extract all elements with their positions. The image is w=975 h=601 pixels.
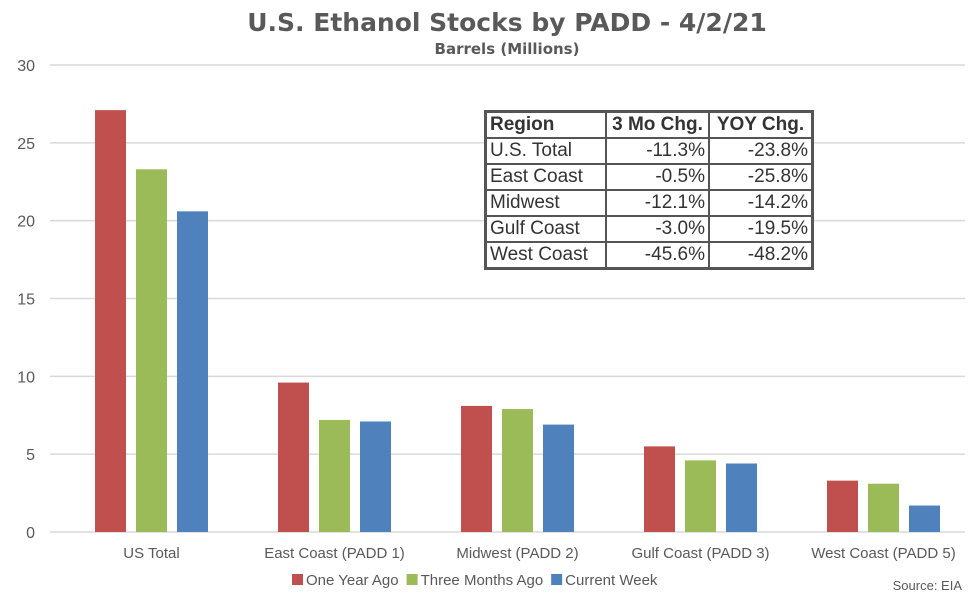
bar-three-months-ago	[319, 419, 350, 532]
legend-swatch	[292, 574, 303, 585]
y-axis-ticks: 0 5 10 15 20 25 30	[17, 58, 35, 542]
yoy-cell: -14.2%	[708, 189, 814, 217]
3mo-cell: -0.5%	[605, 163, 710, 191]
bar-three-months-ago	[136, 169, 167, 532]
yoy-cell: -48.2%	[708, 241, 814, 270]
y-tick-label: 5	[26, 447, 35, 464]
bar-three-months-ago	[502, 409, 533, 532]
x-tick-label: West Coast (PADD 5)	[811, 545, 955, 562]
3mo-cell: -45.6%	[605, 241, 710, 270]
y-tick-label: 0	[26, 525, 35, 542]
yoy-cell: -25.8%	[708, 163, 814, 191]
bar-three-months-ago	[685, 460, 716, 532]
x-tick-label: Gulf Coast (PADD 3)	[631, 545, 769, 562]
legend-label: Three Months Ago	[421, 572, 544, 589]
bar-current-week	[360, 421, 391, 532]
table-header-row: Region 3 Mo Chg. YOY Chg.	[484, 110, 814, 139]
table-row: Midwest -12.1% -14.2%	[484, 189, 814, 217]
bar-current-week	[726, 463, 757, 532]
header-region: Region	[484, 110, 607, 139]
legend-label: One Year Ago	[306, 572, 399, 589]
bar-one-year-ago	[827, 480, 858, 532]
region-cell: Gulf Coast	[484, 215, 607, 243]
chart-subtitle: Barrels (Millions)	[435, 40, 580, 58]
3mo-cell: -3.0%	[605, 215, 710, 243]
legend: One Year Ago Three Months Ago Current Week	[292, 572, 658, 589]
chart-title: U.S. Ethanol Stocks by PADD - 4/2/21	[247, 8, 767, 37]
3mo-cell: -11.3%	[605, 137, 710, 165]
bar-one-year-ago	[644, 446, 675, 532]
source-note: Source: EIA	[893, 578, 963, 593]
y-tick-label: 20	[17, 214, 35, 231]
header-yoy: YOY Chg.	[708, 110, 814, 139]
yoy-cell: -23.8%	[708, 137, 814, 165]
bar-one-year-ago	[461, 405, 492, 532]
legend-label: Current Week	[565, 572, 658, 589]
region-cell: West Coast	[484, 241, 607, 270]
bar-current-week	[909, 505, 940, 532]
header-3mo: 3 Mo Chg.	[605, 110, 710, 139]
y-tick-label: 25	[17, 136, 35, 153]
legend-swatch	[406, 574, 418, 585]
region-cell: Midwest	[484, 189, 607, 217]
y-tick-label: 10	[17, 369, 35, 386]
bar-one-year-ago	[95, 110, 126, 532]
x-axis-labels: US Total East Coast (PADD 1) Midwest (PADD…	[123, 545, 955, 562]
bar-one-year-ago	[278, 382, 309, 532]
y-tick-label: 15	[17, 292, 35, 309]
bars	[95, 110, 940, 532]
region-cell: East Coast	[484, 163, 607, 191]
yoy-cell: -19.5%	[708, 215, 814, 243]
legend-swatch	[551, 574, 563, 585]
change-table: Region 3 Mo Chg. YOY Chg. U.S. Total -11.…	[484, 110, 814, 270]
bar-current-week	[177, 211, 208, 532]
region-cell: U.S. Total	[484, 137, 607, 165]
bar-three-months-ago	[868, 483, 899, 532]
table-row: East Coast -0.5% -25.8%	[484, 163, 814, 191]
x-tick-label: Midwest (PADD 2)	[456, 545, 578, 562]
table-row: West Coast -45.6% -48.2%	[484, 241, 814, 270]
x-tick-label: East Coast (PADD 1)	[264, 545, 405, 562]
table-row: Gulf Coast -3.0% -19.5%	[484, 215, 814, 243]
bar-current-week	[543, 424, 574, 532]
table-row: U.S. Total -11.3% -23.8%	[484, 137, 814, 165]
3mo-cell: -12.1%	[605, 189, 710, 217]
x-tick-label: US Total	[123, 545, 179, 562]
y-tick-label: 30	[17, 58, 35, 75]
